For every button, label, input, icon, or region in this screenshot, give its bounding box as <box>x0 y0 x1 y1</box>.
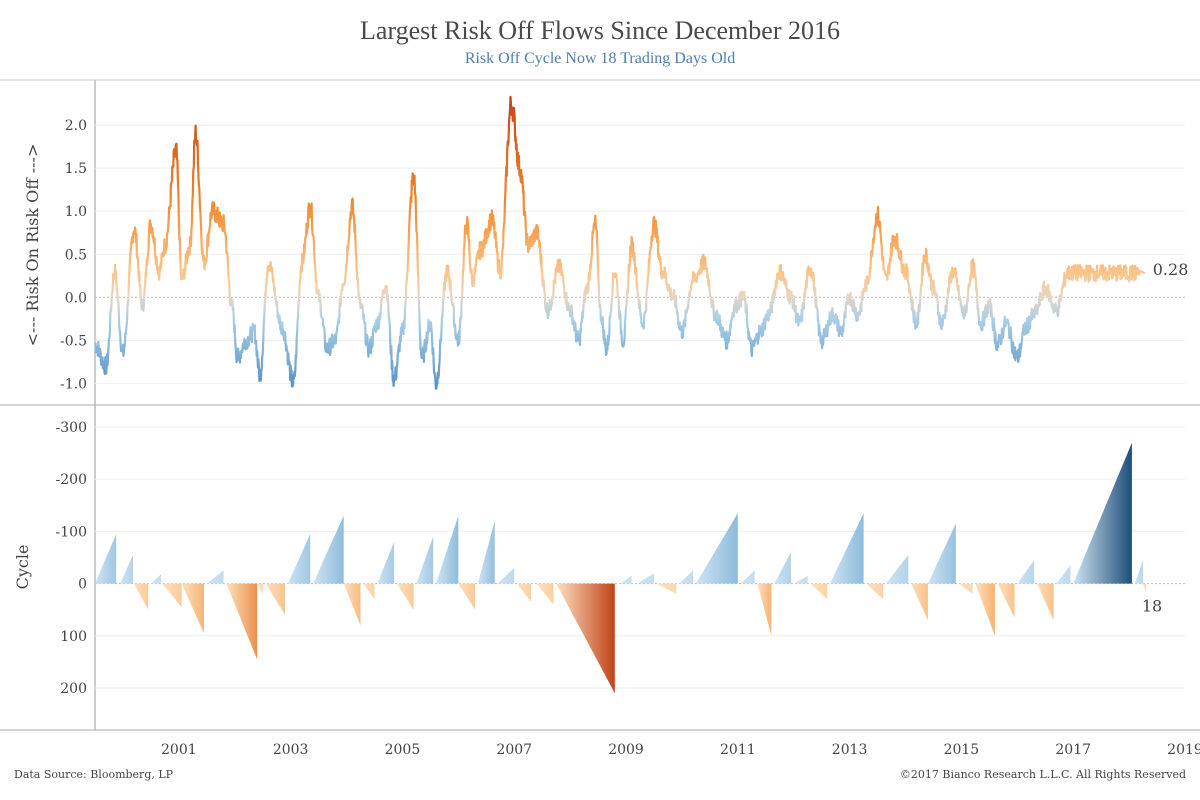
risk-off-cycle-wedge <box>1143 583 1146 593</box>
xtick-label: 2007 <box>496 742 532 758</box>
risk-off-cycle-wedge <box>536 583 554 605</box>
risk-off-cycle-wedge <box>363 583 375 600</box>
risk-on-cycle-wedge <box>830 513 864 584</box>
risk-off-cycle-wedge <box>181 583 204 634</box>
bottom-ytick-label: 0 <box>78 577 87 593</box>
bottom-ytick-label: 200 <box>60 681 87 697</box>
risk-on-cycle-wedge <box>927 523 956 584</box>
risk-on-cycle-wedge <box>885 554 909 584</box>
risk-series-line <box>93 95 1146 390</box>
risk-on-cycle-wedge <box>1017 560 1035 584</box>
top-ytick-label: 1.0 <box>65 204 87 220</box>
risk-end-label: 0.28 <box>1153 260 1189 279</box>
risk-on-cycle-wedge <box>679 570 694 584</box>
xtick-label: 2013 <box>832 742 868 758</box>
risk-off-cycle-wedge <box>866 583 884 600</box>
top-ytick-label: 0.0 <box>65 290 87 306</box>
risk-off-cycle-wedge <box>958 583 973 594</box>
top-ytick-label: -1.0 <box>60 376 87 392</box>
top-ytick-label: 1.5 <box>65 161 87 177</box>
risk-off-cycle-wedge <box>257 583 263 594</box>
risk-on-cycle-wedge <box>120 554 133 584</box>
risk-off-cycle-wedge <box>162 583 182 608</box>
risk-on-cycle-wedge <box>497 567 515 584</box>
risk-off-cycle-wedge <box>1036 583 1054 621</box>
cycle-end-label: 18 <box>1142 597 1162 616</box>
risk-on-cycle-wedge <box>377 541 395 584</box>
top-ylabel: <--- Risk On Risk Off ---> <box>23 144 42 347</box>
xtick-label: 2009 <box>608 742 644 758</box>
risk-off-cycle-wedge <box>997 583 1015 618</box>
top-ytick-label: -0.5 <box>60 333 87 349</box>
risk-on-cycle-wedge <box>620 575 632 584</box>
bottom-ytick-label: -100 <box>56 524 87 540</box>
bottom-ytick-label: 100 <box>60 629 87 645</box>
xtick-label: 2005 <box>385 742 421 758</box>
risk-off-cycle-wedge <box>265 583 286 615</box>
risk-on-cycle-wedge <box>477 521 495 584</box>
risk-on-cycle-wedge <box>1134 560 1144 584</box>
risk-off-cycle-wedge <box>343 583 361 626</box>
risk-off-cycle-wedge <box>517 583 531 602</box>
risk-off-cycle-wedge <box>656 583 677 594</box>
risk-off-cycle-wedge <box>810 583 828 600</box>
xtick-label: 2001 <box>161 742 197 758</box>
risk-off-cycle-wedge <box>134 583 149 610</box>
risk-on-cycle-wedge <box>206 570 224 584</box>
risk-on-cycle-wedge <box>313 515 344 584</box>
xtick-label: 2015 <box>944 742 980 758</box>
risk-on-cycle-wedge <box>637 573 654 584</box>
xtick-label: 2019 <box>1167 742 1200 758</box>
chart-title: Largest Risk Off Flows Since December 20… <box>360 16 840 45</box>
data-source-note: Data Source: Bloomberg, LP <box>14 768 174 781</box>
risk-on-cycle-wedge <box>95 534 117 584</box>
top-ytick-label: 2.0 <box>65 118 87 134</box>
bottom-ytick-label: -300 <box>56 420 87 436</box>
risk-on-cycle-wedge <box>150 574 161 584</box>
risk-on-cycle-wedge <box>695 513 738 584</box>
chart-subtitle: Risk Off Cycle Now 18 Trading Days Old <box>464 50 736 67</box>
risk-on-cycle-wedge <box>1073 442 1132 584</box>
copyright-note: ©2017 Bianco Research L.L.C. All Rights … <box>899 768 1186 781</box>
xtick-label: 2017 <box>1055 742 1091 758</box>
risk-off-cycle-wedge <box>458 583 476 610</box>
risk-on-cycle-wedge <box>287 534 311 584</box>
xtick-label: 2011 <box>720 742 756 758</box>
risk-off-cycle-wedge <box>226 583 258 660</box>
risk-on-cycle-wedge <box>774 552 791 584</box>
risk-off-cycle-wedge <box>556 583 615 694</box>
risk-on-cycle-wedge <box>1056 565 1071 584</box>
top-ytick-label: 0.5 <box>65 247 87 263</box>
risk-on-cycle-wedge <box>793 575 808 584</box>
bottom-ylabel: Cycle <box>13 545 32 590</box>
xtick-label: 2003 <box>273 742 309 758</box>
risk-on-cycle-wedge <box>436 515 459 584</box>
cycle-panel: -300 -200 -100 0 100 200 Cycle 18 2001 2003 2005 20… <box>13 420 1200 758</box>
risk-on-cycle-wedge <box>416 536 434 584</box>
risk-off-cycle-wedge <box>757 583 772 636</box>
risk-off-cycle-wedge <box>396 583 414 610</box>
risk-off-cycle-wedge <box>975 583 995 636</box>
bottom-ytick-label: -200 <box>56 472 87 488</box>
risk-on-cycle-wedge <box>740 570 755 584</box>
risk-panel: 2.0 1.5 1.0 0.5 0.0 -0.5 -1.0 <--- Risk On Risk… <box>23 95 1189 392</box>
risk-off-cycle-wedge <box>911 583 928 621</box>
